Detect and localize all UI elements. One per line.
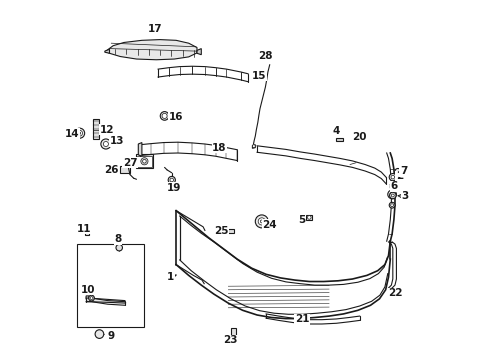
Polygon shape [138,143,142,156]
Circle shape [389,184,394,189]
Circle shape [252,145,255,148]
Circle shape [101,139,111,149]
Text: 18: 18 [212,143,226,153]
Text: 14: 14 [65,129,80,139]
Text: 17: 17 [147,24,162,34]
Circle shape [141,158,148,165]
Circle shape [168,176,175,184]
Text: 27: 27 [122,158,137,168]
Bar [92,119,99,139]
Polygon shape [336,138,342,141]
Circle shape [160,112,168,120]
Bar [120,166,130,173]
Text: 21: 21 [294,314,309,324]
Text: 12: 12 [100,125,114,135]
Text: 1: 1 [167,272,174,282]
Text: 9: 9 [107,330,115,341]
Text: 10: 10 [81,285,95,295]
Circle shape [77,130,82,136]
Circle shape [388,174,396,181]
Polygon shape [106,40,197,60]
Text: 5: 5 [298,215,305,225]
Text: 11: 11 [77,224,91,234]
Circle shape [75,128,84,138]
Text: 8: 8 [114,234,121,244]
Circle shape [116,244,122,251]
Text: 2: 2 [395,171,402,181]
Circle shape [307,216,310,219]
Text: 23: 23 [223,335,237,345]
Circle shape [79,132,81,134]
Text: 7: 7 [399,166,407,176]
Circle shape [260,220,263,223]
Bar [306,215,311,220]
Circle shape [255,215,268,228]
Text: 16: 16 [168,112,183,122]
Circle shape [88,295,94,301]
Circle shape [389,192,393,197]
Text: 28: 28 [257,51,272,61]
Circle shape [95,330,103,338]
Text: 25: 25 [213,226,228,236]
Circle shape [162,113,167,118]
Text: 24: 24 [262,220,276,230]
Polygon shape [197,49,201,55]
Circle shape [390,204,393,207]
Circle shape [170,178,173,182]
Circle shape [103,141,108,147]
Bar [230,328,235,336]
Text: 15: 15 [251,71,265,81]
Circle shape [388,202,394,208]
Bar [137,156,151,167]
Text: 4: 4 [332,126,339,136]
Circle shape [387,190,396,199]
Polygon shape [85,232,89,235]
Polygon shape [252,145,255,148]
Circle shape [390,194,393,197]
Text: 3: 3 [400,191,407,201]
Text: 19: 19 [167,183,181,193]
Circle shape [394,168,400,174]
Polygon shape [86,296,125,303]
Circle shape [142,159,146,163]
Bar [77,244,143,327]
Polygon shape [104,49,109,53]
Circle shape [390,175,394,179]
Text: 13: 13 [109,136,123,146]
Text: 20: 20 [352,132,366,142]
Bar [227,229,234,233]
Circle shape [258,218,265,225]
Text: 6: 6 [389,181,397,191]
Circle shape [90,297,93,300]
Bar [136,154,153,168]
Circle shape [389,192,395,199]
Text: 22: 22 [387,288,402,298]
Text: 26: 26 [104,165,118,175]
